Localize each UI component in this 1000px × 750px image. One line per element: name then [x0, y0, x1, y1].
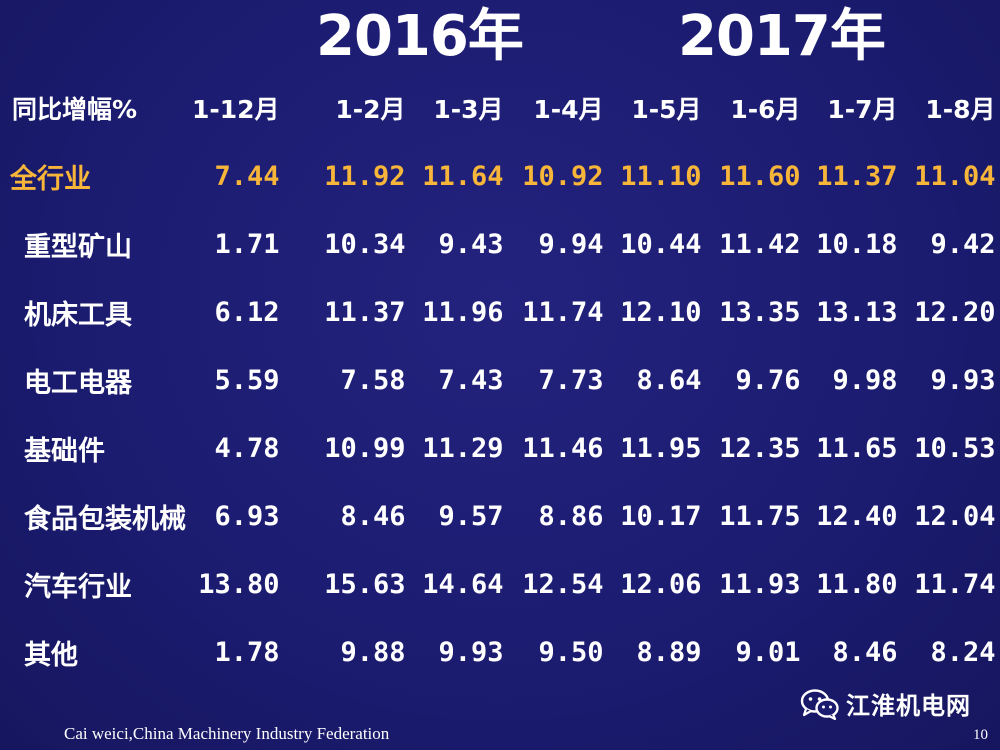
table-cell: 11.29 [422, 432, 504, 464]
table-cell: 1.71 [214, 228, 280, 260]
column-header: 1-3月 [433, 95, 504, 124]
table-cell: 10.44 [620, 228, 702, 260]
table-cell: 5.59 [214, 364, 280, 396]
table-cell: 9.01 [735, 636, 801, 668]
table-cell: 11.65 [816, 432, 898, 464]
column-header: 1-7月 [827, 95, 898, 124]
table-row-total: 全行业 7.44 11.92 11.64 10.92 11.10 11.60 11.37 11.… [0, 142, 996, 210]
table-cell: 9.88 [340, 636, 406, 668]
table-row: 基础件 4.78 10.99 11.29 11.46 11.95 12.35 11.65 10.… [0, 414, 996, 482]
column-header: 1-4月 [533, 95, 604, 124]
table-cell: 11.42 [719, 228, 801, 260]
table-cell: 7.43 [438, 364, 504, 396]
row-label: 电工电器 [24, 367, 132, 399]
table-cell: 12.10 [620, 296, 702, 328]
table-cell: 7.58 [340, 364, 406, 396]
watermark-text: 江淮机电网 [846, 692, 971, 720]
table-cell: 10.99 [324, 432, 406, 464]
table-cell: 9.98 [832, 364, 898, 396]
table-cell: 9.76 [735, 364, 801, 396]
table-cell: 10.34 [324, 228, 406, 260]
table-cell: 11.10 [620, 160, 702, 192]
table-cell: 8.86 [538, 500, 604, 532]
table-cell: 13.13 [816, 296, 898, 328]
column-header: 1-5月 [631, 95, 702, 124]
table-cell: 11.64 [422, 160, 504, 192]
table-cell: 9.57 [438, 500, 504, 532]
table-cell: 9.93 [930, 364, 996, 396]
table-cell: 7.73 [538, 364, 604, 396]
row-label: 机床工具 [24, 299, 132, 331]
table-cell: 6.12 [214, 296, 280, 328]
table-cell: 8.46 [832, 636, 898, 668]
growth-table: 同比增幅% 1-12月 1-2月 1-3月 1-4月 1-5月 1-6月 1-7… [0, 74, 996, 686]
table-cell: 7.44 [214, 160, 280, 192]
row-label: 重型矿山 [24, 231, 132, 263]
table-cell: 11.92 [324, 160, 406, 192]
table-cell: 11.80 [816, 568, 898, 600]
table-cell: 8.46 [340, 500, 406, 532]
table-cell: 1.78 [214, 636, 280, 668]
table-cell: 10.92 [522, 160, 604, 192]
year-2017-heading: 2017年 [678, 4, 886, 69]
table-cell: 9.94 [538, 228, 604, 260]
table-cell: 8.64 [636, 364, 702, 396]
column-header: 1-12月 [192, 95, 280, 124]
table-cell: 4.78 [214, 432, 280, 464]
header-label: 同比增幅% [12, 95, 138, 124]
column-header: 1-6月 [730, 95, 801, 124]
table-row: 电工电器 5.59 7.58 7.43 7.73 8.64 9.76 9.98 9.93 [0, 346, 996, 414]
table-cell: 12.35 [719, 432, 801, 464]
table-header-row: 同比增幅% 1-12月 1-2月 1-3月 1-4月 1-5月 1-6月 1-7… [0, 74, 996, 142]
table-cell: 11.95 [620, 432, 702, 464]
table-row: 机床工具 6.12 11.37 11.96 11.74 12.10 13.35 13.13 12… [0, 278, 996, 346]
table-cell: 9.50 [538, 636, 604, 668]
table-cell: 13.80 [198, 568, 280, 600]
column-header: 1-2月 [335, 95, 406, 124]
table-cell: 12.04 [914, 500, 996, 532]
row-label: 基础件 [24, 435, 105, 467]
row-label: 食品包装机械 [24, 503, 186, 535]
table-cell: 11.93 [719, 568, 801, 600]
table-row: 重型矿山 1.71 10.34 9.43 9.94 10.44 11.42 10.18 9.42 [0, 210, 996, 278]
table-cell: 8.24 [930, 636, 996, 668]
table-row: 汽车行业 13.80 15.63 14.64 12.54 12.06 11.93 11.80 1… [0, 550, 996, 618]
table-cell: 12.06 [620, 568, 702, 600]
table-cell: 12.40 [816, 500, 898, 532]
page-number: 10 [973, 727, 988, 743]
table-cell: 10.17 [620, 500, 702, 532]
table-cell: 11.37 [816, 160, 898, 192]
row-label: 汽车行业 [24, 571, 132, 603]
table-cell: 11.04 [914, 160, 996, 192]
table-cell: 11.96 [422, 296, 504, 328]
table-cell: 6.93 [214, 500, 280, 532]
table-cell: 10.18 [816, 228, 898, 260]
row-label: 全行业 [10, 163, 91, 195]
table-cell: 14.64 [422, 568, 504, 600]
table-cell: 12.54 [522, 568, 604, 600]
year-2016-heading: 2016年 [316, 4, 524, 69]
table-cell: 9.42 [930, 228, 996, 260]
table-cell: 11.74 [914, 568, 996, 600]
row-label: 其他 [24, 639, 78, 671]
watermark: 江淮机电网 [800, 686, 971, 721]
table-cell: 11.74 [522, 296, 604, 328]
table-row: 其他 1.78 9.88 9.93 9.50 8.89 9.01 8.46 8.24 [0, 618, 996, 686]
table-cell: 12.20 [914, 296, 996, 328]
table-cell: 11.46 [522, 432, 604, 464]
table-cell: 11.37 [324, 296, 406, 328]
wechat-icon [800, 688, 839, 720]
table-cell: 11.60 [719, 160, 801, 192]
table-cell: 9.43 [438, 228, 504, 260]
table-cell: 11.75 [719, 500, 801, 532]
table-cell: 10.53 [914, 432, 996, 464]
table-row: 食品包装机械 6.93 8.46 9.57 8.86 10.17 11.75 12.40 12.… [0, 482, 996, 550]
table-cell: 8.89 [636, 636, 702, 668]
table-cell: 13.35 [719, 296, 801, 328]
table-cell: 9.93 [438, 636, 504, 668]
table-cell: 15.63 [324, 568, 406, 600]
column-header: 1-8月 [925, 95, 996, 124]
footer-credit: Cai weici,China Machinery Industry Feder… [64, 724, 390, 743]
